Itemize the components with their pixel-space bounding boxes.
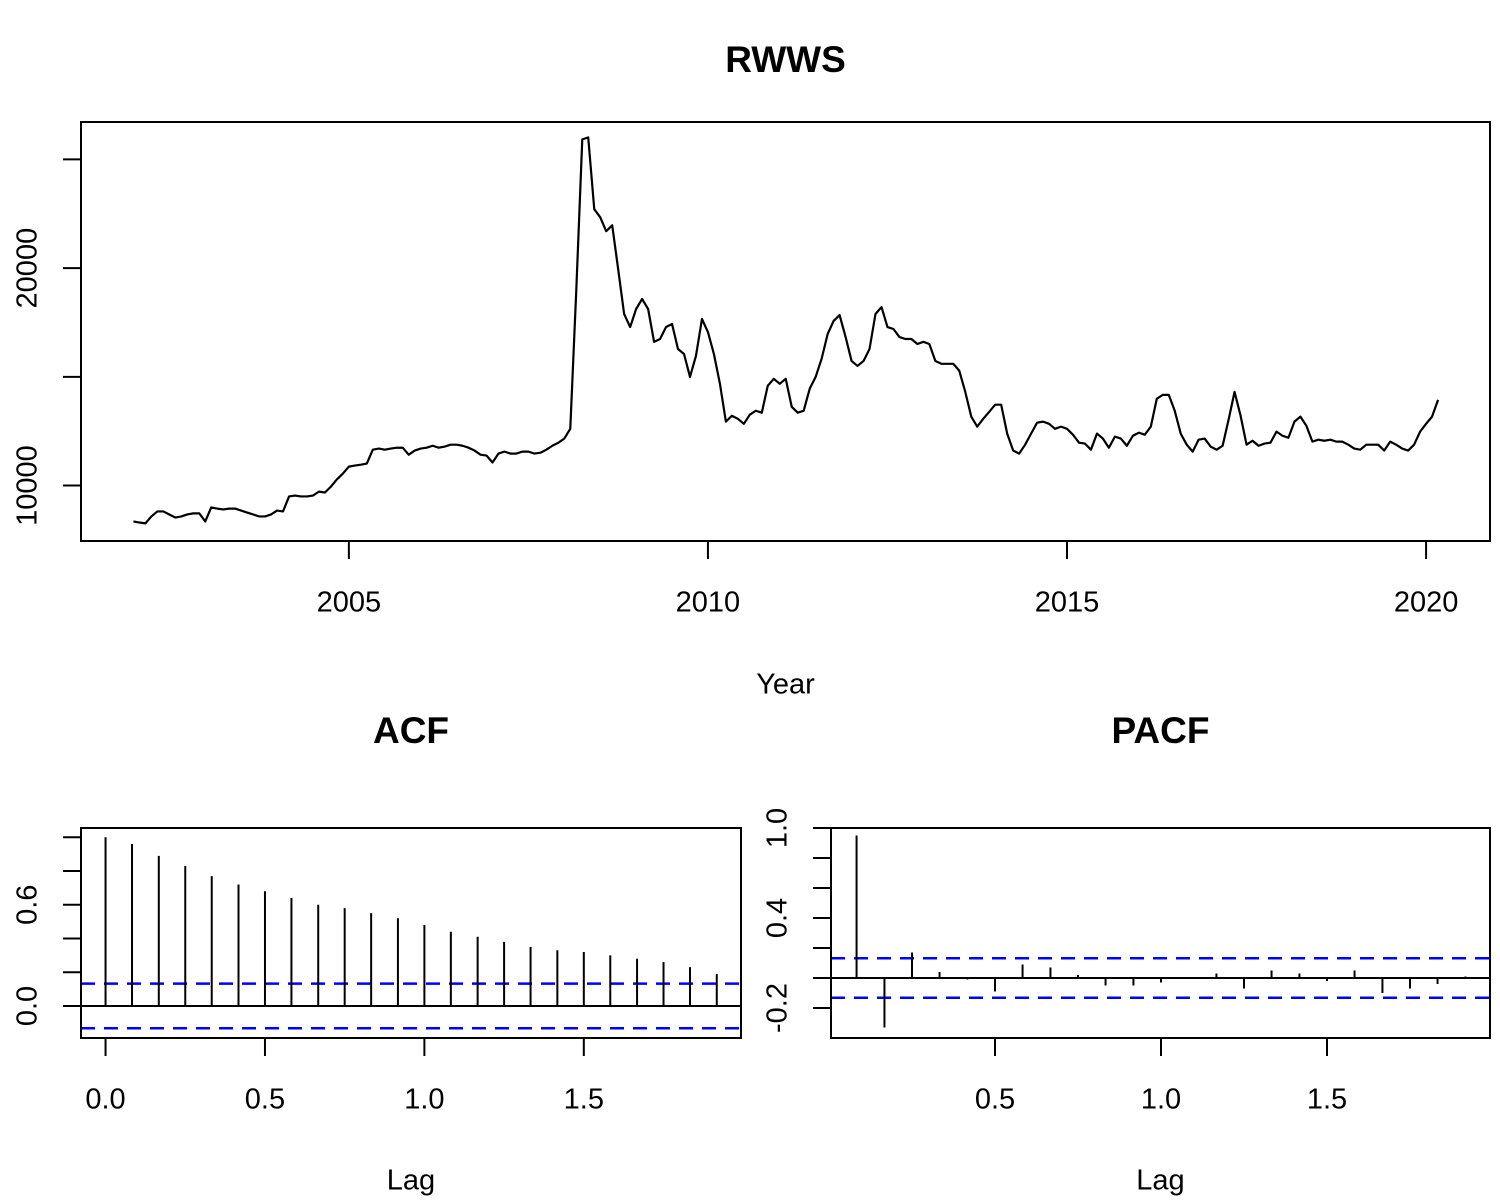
x-tick-label: 0.0 <box>85 1084 125 1116</box>
chart-title: RWWS <box>725 39 846 80</box>
y-tick-label: 0.6 <box>12 885 44 925</box>
chart-title: PACF <box>1112 710 1210 751</box>
x-tick-label: 1.5 <box>1307 1084 1347 1116</box>
chart-title: ACF <box>373 710 449 751</box>
x-tick-label: 2015 <box>1035 587 1100 619</box>
x-tick-label: 0.5 <box>975 1084 1015 1116</box>
x-tick-label: 2010 <box>676 587 741 619</box>
plot-frame <box>80 121 1491 542</box>
series-line <box>133 136 1440 525</box>
x-tick-label: 1.5 <box>564 1084 604 1116</box>
x-tick-label: 0.5 <box>245 1084 285 1116</box>
x-tick-label: 1.0 <box>404 1084 444 1116</box>
y-tick-label: 20000 <box>12 228 44 309</box>
plot-frame <box>80 827 742 1039</box>
y-tick-label: 10000 <box>12 445 44 526</box>
x-axis-label: Lag <box>387 1165 435 1197</box>
y-tick-label: 0.0 <box>12 986 44 1026</box>
x-axis-label: Year <box>756 669 815 701</box>
plot-frame <box>830 827 1491 1039</box>
y-tick-label: 0.4 <box>762 898 794 938</box>
y-tick-label: 1.0 <box>762 808 794 848</box>
y-tick-label: -0.2 <box>762 983 794 1033</box>
x-tick-label: 2005 <box>317 587 382 619</box>
x-tick-label: 1.0 <box>1141 1084 1181 1116</box>
x-tick-label: 2020 <box>1394 587 1459 619</box>
x-axis-label: Lag <box>1136 1165 1184 1197</box>
